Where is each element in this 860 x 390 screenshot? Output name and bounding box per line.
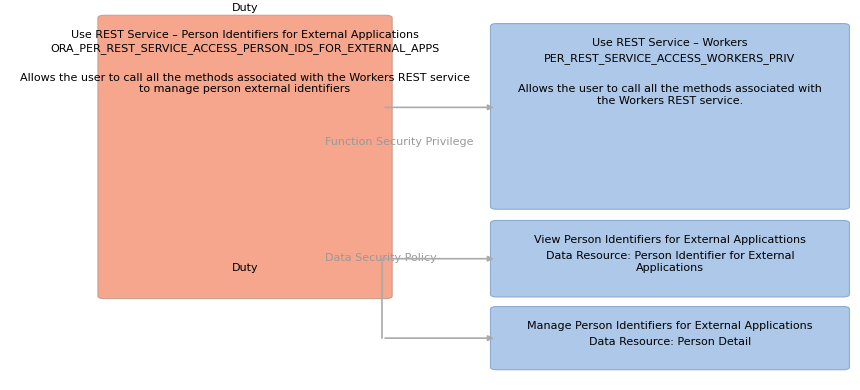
Text: PER_REST_SERVICE_ACCESS_WORKERS_PRIV: PER_REST_SERVICE_ACCESS_WORKERS_PRIV xyxy=(544,53,796,64)
Text: Function Security Privilege: Function Security Privilege xyxy=(325,137,474,147)
Text: ORA_PER_REST_SERVICE_ACCESS_PERSON_IDS_FOR_EXTERNAL_APPS: ORA_PER_REST_SERVICE_ACCESS_PERSON_IDS_F… xyxy=(51,43,439,54)
Text: Use REST Service – Person Identifiers for External Applications: Use REST Service – Person Identifiers fo… xyxy=(71,30,419,39)
Text: View Person Identifiers for External Applicattions: View Person Identifiers for External App… xyxy=(534,235,806,245)
Text: Allows the user to call all the methods associated with
the Workers REST service: Allows the user to call all the methods … xyxy=(518,84,822,106)
Text: Manage Person Identifiers for External Applications: Manage Person Identifiers for External A… xyxy=(527,321,813,331)
Text: Data Security Policy: Data Security Policy xyxy=(325,253,437,263)
Text: Data Resource: Person Identifier for External
Applications: Data Resource: Person Identifier for Ext… xyxy=(545,251,795,273)
Text: Allows the user to call all the methods associated with the Workers REST service: Allows the user to call all the methods … xyxy=(20,73,470,94)
FancyBboxPatch shape xyxy=(490,307,850,370)
FancyBboxPatch shape xyxy=(490,220,850,297)
Text: Data Resource: Person Detail: Data Resource: Person Detail xyxy=(589,337,751,347)
Text: Duty: Duty xyxy=(231,263,258,273)
Text: Use REST Service – Workers: Use REST Service – Workers xyxy=(593,38,747,48)
FancyBboxPatch shape xyxy=(98,15,392,299)
Text: Duty: Duty xyxy=(231,3,258,13)
FancyBboxPatch shape xyxy=(490,23,850,209)
